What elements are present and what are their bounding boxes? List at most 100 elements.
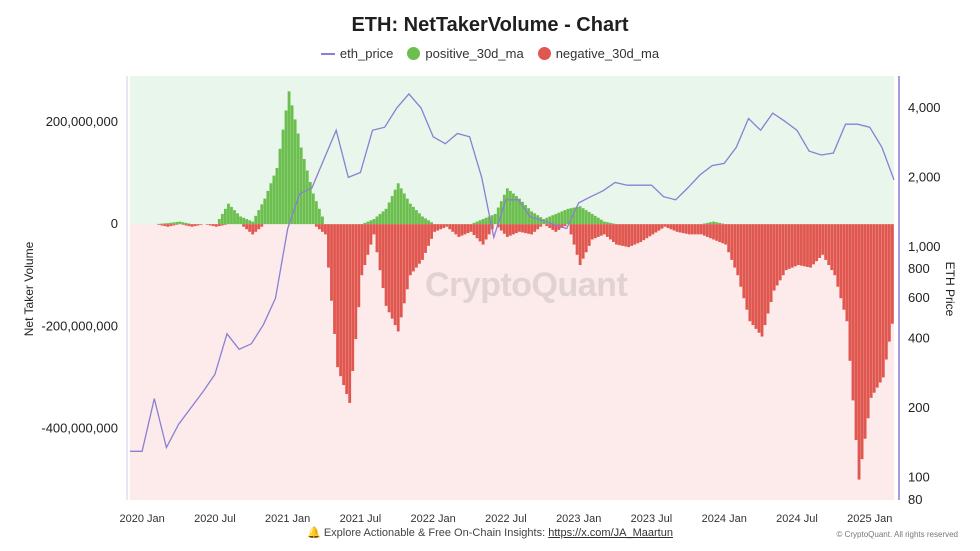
positive-bar: [496, 207, 500, 225]
positive-bar: [314, 201, 318, 225]
negative-bar: [223, 224, 227, 225]
x-tick-label: 2021 Jul: [340, 513, 382, 525]
negative-bar: [345, 224, 349, 394]
negative-bar: [857, 224, 861, 480]
positive-bar: [399, 188, 403, 225]
positive-bar: [715, 222, 718, 225]
negative-bar: [460, 224, 464, 236]
negative-bar: [572, 224, 576, 245]
negative-bar: [211, 224, 215, 227]
positive-bar: [296, 133, 300, 225]
negative-bar: [615, 224, 618, 245]
negative-bar: [854, 224, 858, 440]
positive-bar: [160, 223, 164, 225]
positive-bar: [290, 105, 294, 225]
legend-label: eth_price: [339, 46, 394, 61]
negative-bar: [421, 224, 424, 260]
positive-bar: [239, 216, 242, 225]
negative-bar: [333, 224, 336, 334]
positive-bar: [396, 183, 400, 225]
negative-bar: [766, 224, 770, 314]
negative-bar: [251, 224, 255, 235]
negative-bar: [733, 224, 737, 268]
negative-bar: [660, 224, 664, 229]
negative-bar: [648, 224, 652, 237]
negative-bar: [466, 224, 470, 234]
legend-label: negative_30d_ma: [555, 46, 660, 61]
negative-bar: [551, 224, 555, 230]
negative-bar: [727, 224, 731, 253]
positive-bar: [293, 119, 297, 225]
positive-bar: [712, 221, 715, 225]
positive-bar: [184, 222, 188, 225]
positive-bar: [405, 198, 409, 225]
negative-bar: [890, 224, 894, 324]
negative-bar: [484, 224, 488, 240]
negative-bar: [672, 224, 676, 231]
positive-bar: [493, 213, 497, 225]
negative-bar: [324, 224, 327, 235]
y2-tick-label: 800: [908, 261, 930, 276]
negative-bar: [445, 224, 449, 227]
negative-bar: [827, 224, 831, 266]
positive-bar: [709, 222, 712, 225]
negative-bar: [718, 224, 721, 243]
positive-bar: [472, 222, 476, 225]
negative-bar: [327, 224, 330, 268]
negative-bar: [560, 224, 564, 228]
legend-item-positive[interactable]: positive_30d_ma: [407, 46, 524, 61]
footer-link[interactable]: https://x.com/JA_Maartun: [548, 527, 673, 539]
negative-bar: [351, 224, 355, 372]
legend-item-negative[interactable]: negative_30d_ma: [537, 46, 660, 61]
positive-bar: [596, 217, 600, 225]
positive-bar: [545, 217, 549, 225]
negative-bar: [254, 224, 258, 232]
negative-bar: [396, 224, 400, 332]
negative-bar: [612, 224, 615, 243]
positive-bar: [612, 223, 615, 225]
negative-bar: [821, 224, 825, 255]
negative-bar: [454, 224, 458, 235]
y2-tick-label: 200: [908, 400, 930, 415]
negative-bar: [205, 224, 209, 225]
negative-bar: [169, 224, 173, 227]
positive-bar: [521, 201, 524, 225]
x-tick-label: 2022 Jul: [485, 513, 527, 525]
negative-bar: [518, 224, 521, 232]
positive-bar: [266, 190, 270, 225]
negative-bar: [439, 224, 443, 230]
positive-bar: [217, 219, 221, 225]
positive-bar: [578, 206, 582, 225]
negative-bar: [390, 224, 394, 319]
negative-bar: [860, 224, 864, 460]
negative-bar: [405, 224, 409, 290]
negative-bar: [505, 224, 509, 237]
x-tick-label: 2024 Jan: [702, 513, 747, 525]
positive-bar: [263, 198, 267, 225]
negative-bar: [414, 224, 418, 268]
positive-bar: [163, 223, 167, 225]
negative-bar: [836, 224, 840, 287]
negative-bar: [172, 224, 176, 226]
negative-bar: [411, 224, 415, 272]
negative-bar: [742, 224, 746, 299]
negative-bar: [569, 224, 573, 235]
negative-bar: [548, 224, 552, 228]
negative-bar: [378, 224, 382, 271]
negative-bar: [375, 224, 379, 253]
negative-bar: [348, 224, 352, 403]
negative-bar: [878, 224, 882, 383]
negative-bar: [824, 224, 828, 260]
watermark: CryptoQuant: [425, 266, 628, 304]
legend-item-eth-price[interactable]: eth_price: [320, 46, 394, 61]
negative-bar: [515, 224, 518, 234]
eth-price-line: [130, 92, 895, 452]
negative-bar: [772, 224, 776, 291]
x-tick-label: 2023 Jul: [631, 513, 673, 525]
negative-bar: [881, 224, 885, 378]
negative-bar: [693, 224, 697, 235]
negative-bar: [557, 224, 561, 230]
positive-bar: [569, 208, 573, 225]
negative-bar: [363, 224, 367, 266]
negative-bar: [866, 224, 870, 419]
